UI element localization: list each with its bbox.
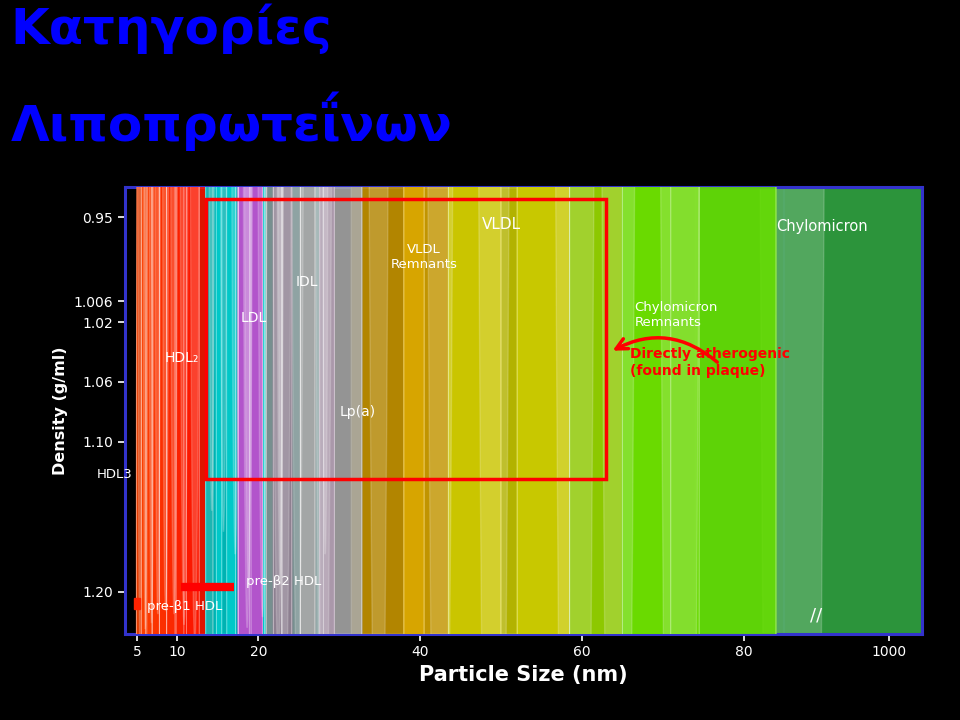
Circle shape [653, 0, 707, 720]
Circle shape [227, 0, 250, 720]
Circle shape [136, 0, 145, 720]
Circle shape [243, 0, 252, 628]
Circle shape [282, 0, 324, 720]
Text: Directly atherogenic
(found in plaque): Directly atherogenic (found in plaque) [631, 347, 790, 377]
Text: Lp(a): Lp(a) [339, 405, 375, 419]
Circle shape [423, 0, 457, 720]
Text: HDL₂: HDL₂ [164, 351, 199, 365]
Circle shape [138, 60, 141, 636]
Circle shape [265, 0, 300, 720]
Bar [133, 598, 140, 609]
Circle shape [569, 0, 699, 720]
Text: Chylomicron: Chylomicron [776, 219, 868, 234]
Circle shape [313, 0, 334, 720]
Circle shape [150, 0, 154, 623]
Circle shape [290, 0, 305, 706]
Circle shape [190, 0, 200, 642]
Circle shape [622, 0, 776, 720]
Circle shape [366, 0, 392, 720]
Text: //: // [810, 607, 823, 625]
Circle shape [162, 0, 169, 611]
Circle shape [238, 0, 262, 720]
Circle shape [238, 0, 265, 720]
Circle shape [220, 0, 227, 532]
Circle shape [180, 0, 188, 625]
Circle shape [205, 0, 222, 720]
Circle shape [274, 0, 292, 720]
Bar [205, 199, 606, 480]
Y-axis label: Density (g/ml): Density (g/ml) [53, 346, 68, 474]
X-axis label: Particle Size (nm): Particle Size (nm) [419, 665, 628, 685]
Circle shape [548, 0, 602, 720]
Circle shape [171, 0, 178, 614]
Circle shape [351, 0, 424, 720]
Text: VLDL: VLDL [481, 217, 520, 232]
Circle shape [404, 0, 501, 720]
Text: pre-β1 HDL: pre-β1 HDL [147, 600, 222, 613]
Circle shape [141, 0, 152, 720]
Circle shape [300, 0, 362, 720]
Circle shape [156, 0, 160, 614]
Text: LDL: LDL [241, 310, 267, 325]
Circle shape [159, 0, 177, 720]
Circle shape [184, 0, 213, 720]
Circle shape [209, 0, 215, 510]
Circle shape [153, 0, 167, 720]
Circle shape [747, 0, 837, 720]
Circle shape [257, 0, 268, 617]
Circle shape [517, 0, 671, 720]
Circle shape [323, 0, 327, 554]
Circle shape [166, 0, 186, 720]
Text: HDL3: HDL3 [97, 468, 132, 481]
Circle shape [244, 0, 253, 585]
Circle shape [448, 0, 569, 720]
Circle shape [595, 0, 641, 720]
Text: IDL: IDL [296, 274, 318, 289]
Circle shape [147, 0, 159, 720]
Circle shape [272, 0, 284, 657]
Circle shape [276, 0, 293, 720]
Text: Κατηγορίες: Κατηγορίες [11, 4, 332, 54]
Text: pre-β2 HDL: pre-β2 HDL [246, 575, 322, 588]
Circle shape [266, 0, 315, 720]
Circle shape [216, 0, 235, 720]
Text: Chylomicron
Remnants: Chylomicron Remnants [635, 301, 718, 329]
Circle shape [143, 0, 147, 629]
Text: Λιποπρωτεΐνων: Λιποπρωτεΐνων [11, 91, 452, 150]
Circle shape [251, 0, 281, 720]
Circle shape [277, 0, 283, 584]
Circle shape [320, 0, 334, 720]
Text: VLDL
Remnants: VLDL Remnants [391, 243, 458, 271]
Circle shape [175, 0, 200, 720]
Circle shape [695, 0, 954, 720]
Circle shape [472, 0, 516, 720]
Circle shape [231, 0, 239, 554]
